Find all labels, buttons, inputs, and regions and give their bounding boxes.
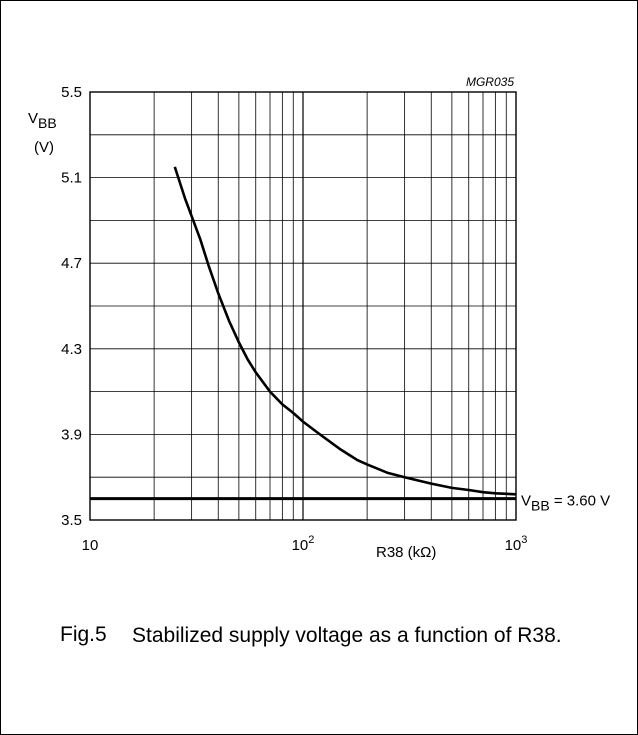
y-tick-label: 5.5 <box>61 84 82 101</box>
x-axis-label: R38 (kΩ) <box>376 544 436 561</box>
y-tick-label: 3.5 <box>61 512 82 529</box>
y-tick-label: 4.3 <box>61 341 82 358</box>
y-axis-unit: (V) <box>34 139 54 156</box>
reference-label: VBB = 3.60 V <box>521 493 610 514</box>
y-tick-labels: 5.5 5.1 4.7 4.3 3.9 3.5 <box>61 84 82 529</box>
y-axis-label: VBB <box>28 110 57 131</box>
x-tick-label: 102 <box>292 534 315 554</box>
series-line <box>173 166 517 496</box>
plot-border <box>89 91 517 521</box>
x-tick-label: 103 <box>505 534 528 554</box>
y-tick-label: 5.1 <box>61 170 82 187</box>
x-tick-labels: 10 102 103 <box>82 534 528 554</box>
chart-code: MGR035 <box>466 75 514 89</box>
grid-lines <box>90 92 516 520</box>
figure-caption: Stabilized supply voltage as a function … <box>132 624 562 647</box>
figure-label: Fig.5 <box>60 623 107 646</box>
x-tick-label: 10 <box>82 537 99 554</box>
y-tick-label: 4.7 <box>61 255 82 272</box>
y-tick-label: 3.9 <box>61 426 82 443</box>
